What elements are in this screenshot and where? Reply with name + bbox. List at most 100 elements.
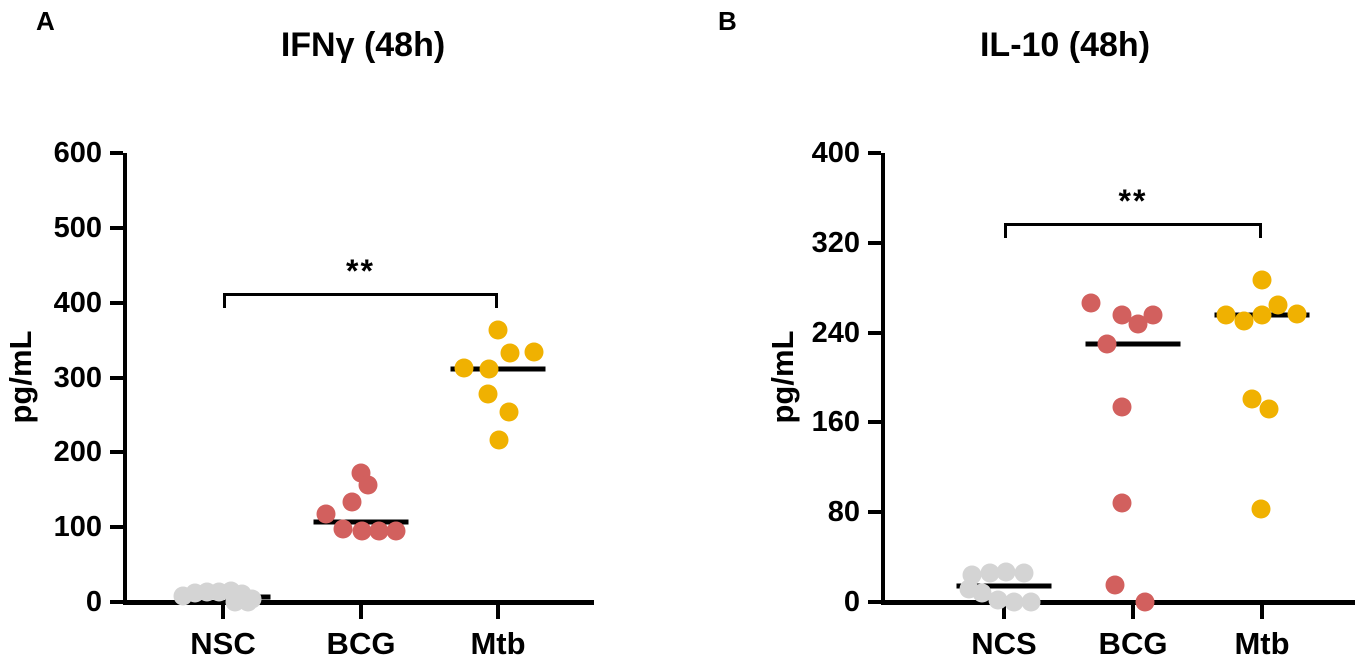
data-point: [524, 342, 544, 362]
y-tick-label: 0: [85, 586, 102, 618]
data-point: [1251, 499, 1271, 519]
data-point: [1234, 311, 1254, 331]
data-point: [489, 430, 509, 450]
y-tick-mark: [868, 600, 881, 604]
data-point: [1004, 592, 1024, 612]
data-point: [1143, 305, 1163, 325]
y-tick-mark: [110, 300, 123, 305]
significance-bracket: [1004, 222, 1262, 226]
data-point: [358, 475, 378, 494]
y-tick-mark: [110, 450, 123, 455]
y-tick-label: 240: [811, 316, 860, 349]
x-category-label: BCG: [326, 626, 396, 661]
data-point: [479, 359, 499, 379]
panel-title: IFNγ (48h): [280, 26, 446, 64]
data-point: [499, 402, 519, 422]
x-tick-mark: [1131, 605, 1135, 619]
significance-bracket-left-cap: [223, 292, 226, 308]
data-point: [1135, 592, 1155, 612]
data-point: [1242, 389, 1262, 409]
y-axis-spine: [881, 153, 885, 605]
x-tick-mark: [496, 605, 500, 619]
x-category-label: BCG: [1098, 626, 1168, 661]
data-point: [1112, 397, 1132, 417]
y-tick-label: 300: [53, 361, 102, 394]
y-tick-label: 0: [843, 586, 860, 618]
y-tick-label: 500: [53, 211, 102, 244]
panel-label: A: [36, 6, 55, 36]
y-tick-mark: [868, 510, 881, 515]
median-line: [956, 583, 1052, 589]
data-point: [1014, 563, 1034, 583]
data-point: [980, 563, 1000, 583]
y-tick-label: 400: [811, 137, 860, 169]
significance-bracket-right-cap: [495, 292, 498, 308]
data-point: [1105, 575, 1125, 595]
y-tick-label: 200: [53, 436, 102, 469]
data-point: [996, 562, 1016, 582]
data-point: [386, 521, 406, 541]
data-point: [369, 521, 389, 541]
data-point: [454, 358, 474, 378]
x-tick-mark: [359, 605, 363, 619]
y-tick-mark: [110, 151, 123, 155]
significance-bracket-left-cap: [1004, 222, 1007, 238]
data-point: [1128, 314, 1148, 334]
x-axis-line: [123, 600, 594, 605]
y-tick-label: 160: [811, 406, 860, 439]
x-category-label: NCS: [971, 626, 1037, 661]
significance-stars: **: [1118, 182, 1148, 219]
x-category-label: NSC: [190, 626, 256, 661]
data-point: [1021, 592, 1041, 612]
y-tick-mark: [868, 240, 881, 245]
y-tick-mark: [110, 225, 123, 230]
y-tick-mark: [868, 420, 881, 425]
data-point: [1216, 305, 1236, 325]
y-tick-mark: [110, 600, 123, 604]
data-point: [1268, 295, 1288, 315]
data-point: [352, 521, 372, 541]
data-point: [1112, 493, 1132, 513]
data-point: [488, 320, 508, 340]
x-tick-mark: [1260, 605, 1264, 619]
y-tick-mark: [110, 375, 123, 380]
data-point: [333, 519, 353, 539]
data-point: [988, 590, 1008, 610]
y-axis-spine: [123, 153, 127, 605]
data-point: [1259, 399, 1279, 419]
y-tick-mark: [868, 151, 881, 155]
y-axis-title: pg/mL: [3, 330, 38, 424]
x-category-label: Mtb: [470, 626, 526, 661]
significance-stars: **: [346, 252, 375, 289]
median-line: [1085, 341, 1181, 347]
panel-label: B: [718, 6, 737, 36]
data-point: [238, 592, 258, 612]
x-axis-line: [881, 600, 1355, 605]
y-tick-label: 100: [53, 511, 102, 544]
y-axis-title: pg/mL: [765, 330, 800, 424]
x-tick-mark: [1002, 605, 1006, 619]
data-point: [316, 504, 336, 524]
y-tick-label: 320: [811, 226, 860, 259]
x-category-label: Mtb: [1234, 626, 1290, 661]
significance-bracket-right-cap: [1259, 222, 1262, 238]
y-tick-label: 600: [53, 137, 102, 169]
y-tick-mark: [110, 525, 123, 530]
data-point: [342, 492, 362, 512]
y-tick-label: 400: [53, 286, 102, 319]
data-point: [1112, 305, 1132, 325]
y-tick-mark: [868, 330, 881, 335]
data-point: [500, 343, 520, 363]
x-tick-mark: [221, 605, 225, 619]
data-point: [1287, 304, 1307, 324]
significance-bracket: [223, 292, 498, 296]
data-point: [972, 583, 992, 603]
data-point: [1081, 293, 1101, 313]
data-point: [1252, 305, 1272, 325]
data-point: [1252, 270, 1272, 290]
data-point: [478, 384, 498, 404]
panel-title: IL-10 (48h): [979, 26, 1151, 64]
data-point: [1097, 334, 1117, 354]
y-tick-label: 80: [827, 496, 860, 529]
